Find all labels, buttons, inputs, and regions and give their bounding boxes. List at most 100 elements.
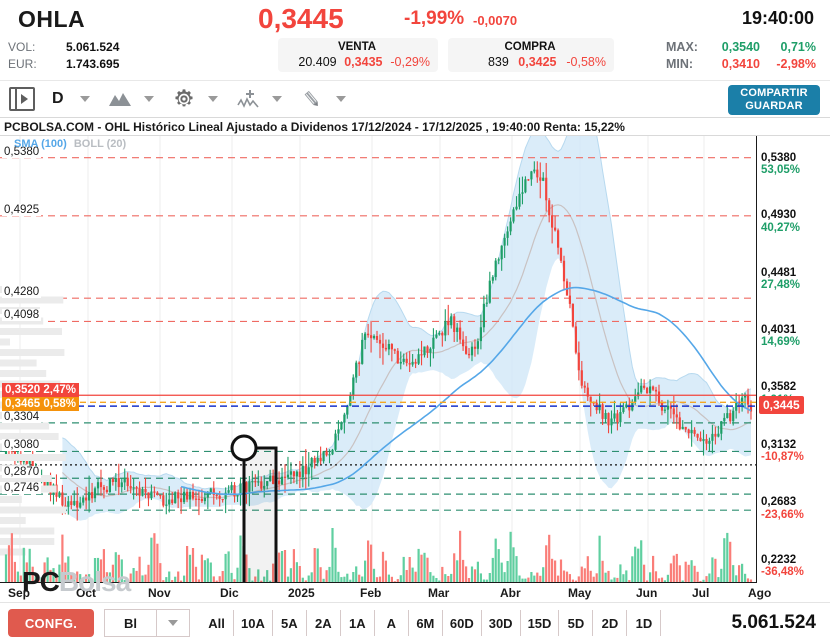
time-axis-tick: 2025 xyxy=(288,586,315,600)
current-price-tag: 0,3445 xyxy=(759,395,804,414)
draw-chevron-down-icon[interactable] xyxy=(335,96,346,102)
gear-icon[interactable] xyxy=(170,85,198,113)
price-plot-svg xyxy=(0,136,756,582)
timeframe-chevron-down-icon[interactable] xyxy=(79,96,90,102)
ask-size: 20.409 xyxy=(298,55,337,69)
timeframe-button[interactable]: D xyxy=(52,90,64,107)
indicator-chevron-down-icon[interactable] xyxy=(271,96,282,102)
ask-quote-box[interactable]: VENTA 20.409 0,3435 -0,29% xyxy=(278,38,438,72)
time-axis-tick: Dic xyxy=(220,586,239,600)
index-selector-chevron-down-icon[interactable] xyxy=(156,609,190,637)
right-axis-percent: 40,27% xyxy=(761,221,801,234)
chart-area: SMA (100) BOLL (20) PCBolsa 0,5380 0,4925… xyxy=(0,136,830,604)
clock: 19:40:00 xyxy=(741,8,814,28)
panel-toggle-icon[interactable] xyxy=(8,85,36,113)
right-price-axis: 0,5380 53,05% 0,4930 40,27% 0,4481 27,48% 0,40… xyxy=(758,136,830,583)
settings-chevron-down-icon[interactable] xyxy=(207,96,218,102)
right-axis-percent: 53,05% xyxy=(761,164,801,177)
min-value: 0,3410 xyxy=(721,56,760,71)
pencil-icon[interactable] xyxy=(298,85,326,113)
bottom-volume-value: 5.061.524 xyxy=(731,612,816,633)
range-button-60d[interactable]: 60D xyxy=(443,610,482,636)
right-axis-price: 0,3132 xyxy=(761,438,797,451)
time-axis-tick: Ago xyxy=(748,586,772,600)
index-selector-value[interactable]: Bl xyxy=(104,609,156,637)
ask-change: -0,29% xyxy=(390,55,430,69)
volume-value: 5.061.524 xyxy=(66,39,120,54)
right-axis-label: 0,5380 53,05% xyxy=(761,152,800,177)
ask-values: 20.409 0,3435 -0,29% xyxy=(284,54,430,71)
right-axis-price: 0,2683 xyxy=(761,496,797,509)
max-row: MAX: 0,3540 0,71% xyxy=(666,38,816,55)
last-price: 0,3445 xyxy=(258,3,344,34)
min-row: MIN: 0,3410 -2,98% xyxy=(666,55,816,72)
range-button-6m[interactable]: 6M xyxy=(409,610,443,636)
right-axis-price: 0,5380 xyxy=(761,151,797,164)
right-axis-price: 0,2232 xyxy=(761,553,797,566)
time-axis-tick: Jul xyxy=(692,586,710,600)
right-axis-percent: -36,48% xyxy=(761,566,804,579)
bottom-toolbar: CONFG. Bl All 10A 5A 2A 1A A 6M 60D 30D 15D 5D 2D 1D… xyxy=(0,602,830,643)
range-button-1d[interactable]: 1D xyxy=(627,610,662,636)
mountain-chart-icon[interactable] xyxy=(106,85,134,113)
bid-title: COMPRA xyxy=(504,41,556,53)
time-axis-tick: Jun xyxy=(636,586,658,600)
right-axis-label: 0,4481 27,48% xyxy=(761,267,800,292)
time-axis-tick: May xyxy=(568,586,592,600)
ask-title: VENTA xyxy=(337,41,377,53)
ticker-symbol: OHLA xyxy=(18,6,86,32)
range-button-15d[interactable]: 15D xyxy=(521,610,560,636)
index-selector[interactable]: Bl xyxy=(104,609,190,637)
chart-toolbar: D xyxy=(0,80,830,117)
range-button-all[interactable]: All xyxy=(200,610,234,636)
max-min-block: MAX: 0,3540 0,71% MIN: 0,3410 -2,98% xyxy=(666,38,816,72)
change-percent: -1,99% xyxy=(404,8,465,29)
range-button-a[interactable]: A xyxy=(375,610,409,636)
right-axis-label: 0,3132 -10,87% xyxy=(761,439,804,464)
max-percent: 0,71% xyxy=(780,39,816,54)
time-axis-tick: Mar xyxy=(428,586,450,600)
add-indicator-icon[interactable] xyxy=(234,85,262,113)
range-button-30d[interactable]: 30D xyxy=(482,610,521,636)
range-button-2d[interactable]: 2D xyxy=(593,610,628,636)
legend-sma[interactable]: SMA (100) xyxy=(14,138,67,150)
turnover-label: EUR: xyxy=(8,56,37,71)
share-save-button[interactable]: COMPARTIR GUARDAR xyxy=(728,85,820,115)
bid-quote-box[interactable]: COMPRA 839 0,3425 -0,58% xyxy=(448,38,614,72)
volume-block: VOL: 5.061.524 EUR: 1.743.695 xyxy=(8,38,156,72)
range-button-2a[interactable]: 2A xyxy=(307,610,341,636)
right-axis-label: 0,2232 -36,48% xyxy=(761,554,804,579)
bid-values: 839 0,3425 -0,58% xyxy=(454,54,606,71)
chart-title: PCBOLSA.COM - OHL Histórico Lineal Ajust… xyxy=(0,117,830,136)
range-button-10a[interactable]: 10A xyxy=(234,610,273,636)
volume-row: VOL: 5.061.524 xyxy=(8,38,156,55)
right-axis-label: 0,4031 14,69% xyxy=(761,324,800,349)
right-axis-percent: 27,48% xyxy=(761,279,801,292)
max-value: 0,3540 xyxy=(721,39,760,54)
price-plot[interactable] xyxy=(0,136,757,583)
right-axis-label: 0,2683 -23,66% xyxy=(761,496,804,521)
range-button-5d[interactable]: 5D xyxy=(559,610,594,636)
right-axis-price: 0,3582 xyxy=(761,381,797,394)
time-axis-tick: Oct xyxy=(76,586,97,600)
legend-boll[interactable]: BOLL (20) xyxy=(73,138,127,150)
time-axis-tick: Sep xyxy=(8,586,31,600)
range-button-1a[interactable]: 1A xyxy=(341,610,375,636)
range-buttons: All 10A 5A 2A 1A A 6M 60D 30D 15D 5D 2D 1D xyxy=(200,610,662,636)
right-axis-price: 0,4930 xyxy=(761,209,797,222)
share-label-line1: COMPARTIR xyxy=(740,87,808,99)
ask-price: 0,3435 xyxy=(344,55,383,69)
chart-type-chevron-down-icon[interactable] xyxy=(143,96,154,102)
indicator-legend: SMA (100) BOLL (20) xyxy=(14,138,126,150)
right-axis-percent: 14,69% xyxy=(761,336,801,349)
time-axis-tick: Feb xyxy=(360,586,382,600)
quote-header: OHLA 0,3445 -1,99% -0,0070 19:40:00 VOL:… xyxy=(0,0,830,80)
bid-change: -0,58% xyxy=(566,55,606,69)
right-axis-percent: -10,87% xyxy=(761,451,804,464)
range-button-5a[interactable]: 5A xyxy=(273,610,307,636)
turnover-row: EUR: 1.743.695 xyxy=(8,55,156,72)
config-button[interactable]: CONFG. xyxy=(8,609,94,637)
turnover-value: 1.743.695 xyxy=(66,56,120,71)
right-axis-label: 0,4930 40,27% xyxy=(761,209,800,234)
